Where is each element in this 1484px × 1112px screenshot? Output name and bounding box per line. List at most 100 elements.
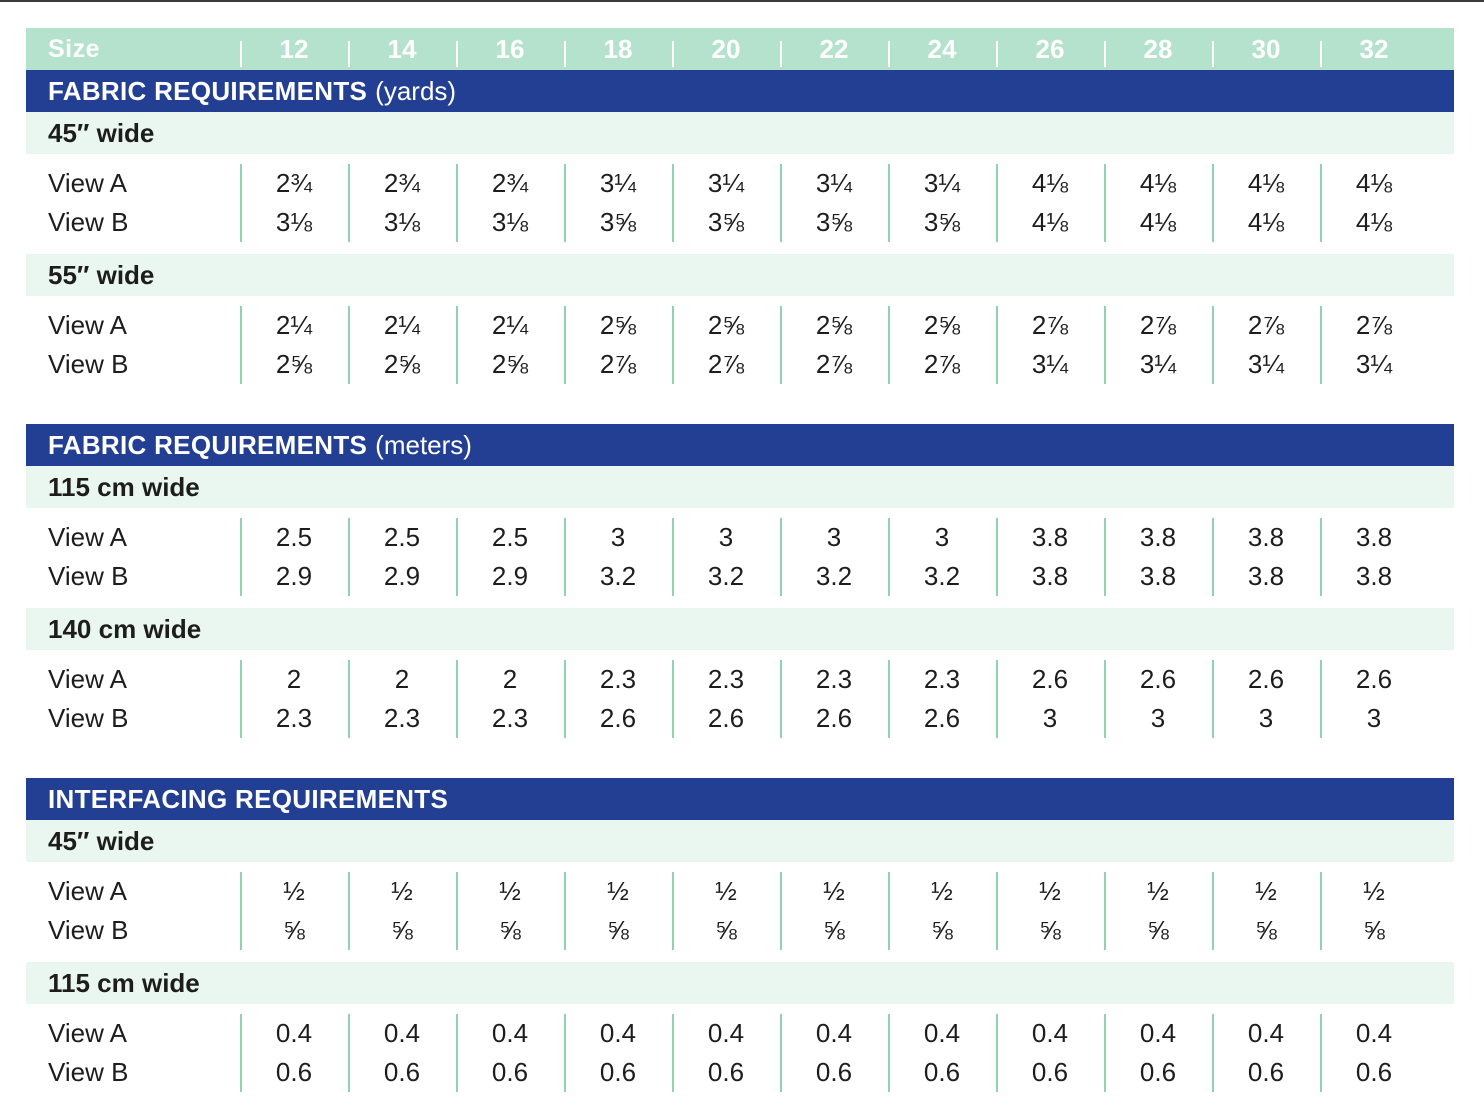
table-cell: 3 bbox=[1212, 699, 1320, 738]
table-cell: ½ bbox=[780, 872, 888, 911]
table-cell: 2.5 bbox=[240, 518, 348, 557]
view-label: View B bbox=[48, 1057, 129, 1087]
table-row: View B 3⅛ 3⅛ 3⅛ 3⅝ 3⅝ 3⅝ 3⅝ 4⅛ 4⅛ 4⅛ 4⅛ bbox=[26, 203, 1454, 242]
table-cell: 0.4 bbox=[564, 1014, 672, 1053]
table-cell: 3¼ bbox=[888, 164, 996, 203]
table-cell: ½ bbox=[456, 872, 564, 911]
table-cell: ⅝ bbox=[780, 911, 888, 950]
size-header-label: Size bbox=[48, 34, 101, 63]
view-label: View B bbox=[48, 561, 129, 591]
size-header-14: 14 bbox=[348, 34, 456, 67]
table-cell: 3¼ bbox=[996, 345, 1104, 384]
table-cell: 0.4 bbox=[672, 1014, 780, 1053]
table-cell: 2⅝ bbox=[348, 345, 456, 384]
table-cell: 3 bbox=[780, 518, 888, 557]
table-cell: 2⅞ bbox=[1104, 306, 1212, 345]
table-cell: ⅝ bbox=[348, 911, 456, 950]
table-cell: 2.6 bbox=[564, 699, 672, 738]
table-cell: 3 bbox=[996, 699, 1104, 738]
table-cell: 2⅝ bbox=[456, 345, 564, 384]
table-cell: 2.6 bbox=[672, 699, 780, 738]
size-header-24: 24 bbox=[888, 34, 996, 67]
table-cell: 2¾ bbox=[348, 164, 456, 203]
table-cell: ½ bbox=[348, 872, 456, 911]
table-cell: ½ bbox=[1212, 872, 1320, 911]
table-cell: 3.2 bbox=[888, 557, 996, 596]
table-cell: 4⅛ bbox=[1104, 203, 1212, 242]
view-label: View B bbox=[48, 703, 129, 733]
table-cell: 3¼ bbox=[780, 164, 888, 203]
width-subheading: 45″ wide bbox=[26, 112, 1454, 154]
table-row: View A 2¾ 2¾ 2¾ 3¼ 3¼ 3¼ 3¼ 4⅛ 4⅛ 4⅛ 4⅛ bbox=[26, 164, 1454, 203]
table-cell: 0.4 bbox=[240, 1014, 348, 1053]
table-cell: 4⅛ bbox=[996, 164, 1104, 203]
table-cell: 2.6 bbox=[780, 699, 888, 738]
table-cell: 3¼ bbox=[1212, 345, 1320, 384]
size-header-row: Size 12 14 16 18 20 22 24 26 28 30 32 bbox=[26, 28, 1454, 70]
section-unit: (meters) bbox=[375, 429, 472, 460]
table-cell: 0.6 bbox=[240, 1053, 348, 1092]
section-title-text: FABRIC REQUIREMENTS bbox=[48, 75, 368, 106]
table-cell: ½ bbox=[564, 872, 672, 911]
size-header-26: 26 bbox=[996, 34, 1104, 67]
table-cell: 0.6 bbox=[1212, 1053, 1320, 1092]
table-cell: 3⅝ bbox=[564, 203, 672, 242]
view-label: View B bbox=[48, 915, 129, 945]
view-label: View A bbox=[48, 876, 128, 906]
table-cell: 2.9 bbox=[240, 557, 348, 596]
table-cell: ½ bbox=[672, 872, 780, 911]
table-cell: 3 bbox=[888, 518, 996, 557]
table-cell: ½ bbox=[240, 872, 348, 911]
section-title: FABRIC REQUIREMENTS (yards) bbox=[26, 70, 1454, 112]
table-cell: ⅝ bbox=[888, 911, 996, 950]
table-cell: 3 bbox=[1104, 699, 1212, 738]
table-cell: ⅝ bbox=[996, 911, 1104, 950]
table-cell: 2⅝ bbox=[888, 306, 996, 345]
table-cell: 2.3 bbox=[348, 699, 456, 738]
table-cell: 2¾ bbox=[456, 164, 564, 203]
width-subheading: 115 cm wide bbox=[26, 962, 1454, 1004]
table-cell: 3¼ bbox=[1320, 345, 1428, 384]
size-header-16: 16 bbox=[456, 34, 564, 67]
table-cell: 3.8 bbox=[1212, 557, 1320, 596]
table-cell: 2⅞ bbox=[1212, 306, 1320, 345]
table-cell: ⅝ bbox=[564, 911, 672, 950]
size-header-12: 12 bbox=[240, 34, 348, 67]
table-cell: 0.4 bbox=[996, 1014, 1104, 1053]
table-cell: 4⅛ bbox=[1104, 164, 1212, 203]
size-header-28: 28 bbox=[1104, 34, 1212, 67]
table-cell: 3⅛ bbox=[348, 203, 456, 242]
table-cell: 0.6 bbox=[348, 1053, 456, 1092]
table-cell: 0.4 bbox=[348, 1014, 456, 1053]
table-row: View B 0.6 0.6 0.6 0.6 0.6 0.6 0.6 0.6 0.6 0.6 0.6 bbox=[26, 1053, 1454, 1092]
size-header-22: 22 bbox=[780, 34, 888, 67]
table-cell: 2⅞ bbox=[996, 306, 1104, 345]
table-cell: 3.8 bbox=[996, 518, 1104, 557]
section-title-text: FABRIC REQUIREMENTS bbox=[48, 429, 368, 460]
table-cell: 3.8 bbox=[1320, 557, 1428, 596]
view-rows: View A 2.5 2.5 2.5 3 3 3 3 3.8 3.8 3.8 3.8 View B 2.9… bbox=[26, 508, 1454, 608]
table-cell: 0.4 bbox=[888, 1014, 996, 1053]
table-cell: 3.8 bbox=[1104, 518, 1212, 557]
table-cell: 0.4 bbox=[456, 1014, 564, 1053]
view-label: View A bbox=[48, 168, 128, 198]
table-cell: 2.3 bbox=[672, 660, 780, 699]
table-cell: 0.4 bbox=[780, 1014, 888, 1053]
table-cell: 2.3 bbox=[456, 699, 564, 738]
table-row: View B 2.3 2.3 2.3 2.6 2.6 2.6 2.6 3 3 3 3 bbox=[26, 699, 1454, 738]
table-cell: 3 bbox=[672, 518, 780, 557]
table-cell: 2⅞ bbox=[564, 345, 672, 384]
table-cell: 2.3 bbox=[888, 660, 996, 699]
width-subheading: 45″ wide bbox=[26, 820, 1454, 862]
view-label: View A bbox=[48, 664, 128, 694]
table-cell: 2.6 bbox=[1320, 660, 1428, 699]
table-cell: 2 bbox=[240, 660, 348, 699]
table-cell: ½ bbox=[996, 872, 1104, 911]
table-cell: 2.9 bbox=[348, 557, 456, 596]
table-cell: 3.2 bbox=[564, 557, 672, 596]
table-cell: 3⅛ bbox=[240, 203, 348, 242]
table-cell: ½ bbox=[1104, 872, 1212, 911]
